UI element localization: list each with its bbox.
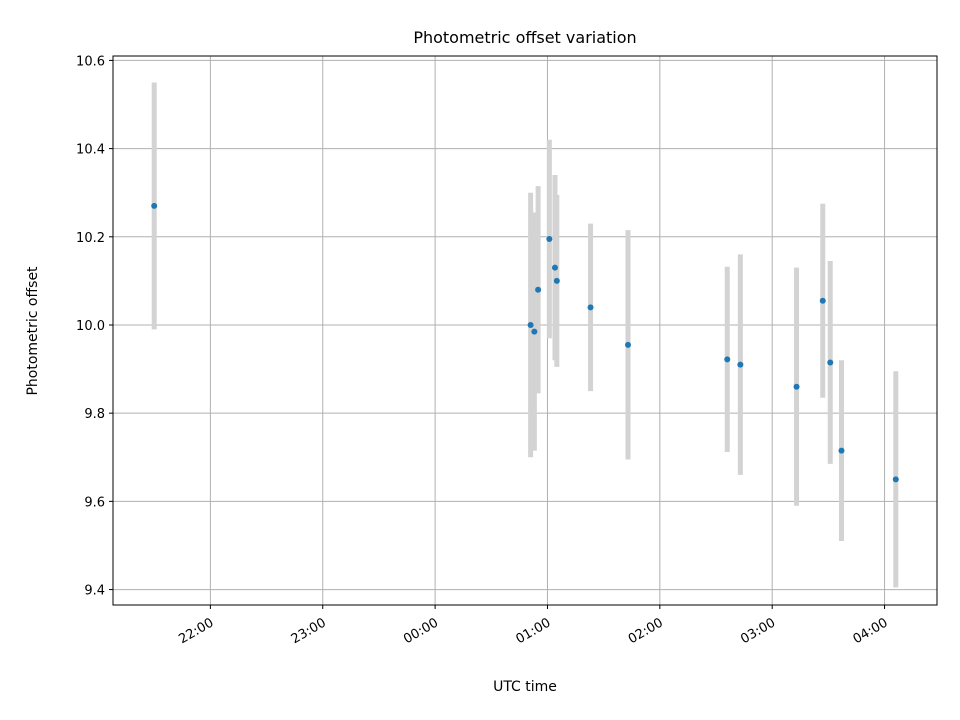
y-tick-label: 10.6 [76,54,105,69]
x-tick-label: 02:00 [626,615,666,647]
data-point [531,328,538,335]
y-tick-label: 10.4 [76,143,105,158]
data-point [793,383,800,390]
data-point [553,277,560,284]
data-point [527,321,534,328]
error-bars [151,82,899,588]
x-tick-label: 23:00 [289,615,329,647]
data-point [838,447,845,454]
y-tick-label: 9.8 [84,407,105,422]
x-tick-label: 01:00 [514,615,554,647]
data-point [625,341,631,348]
y-axis-ticks: 9.4 9.6 9.8 10.0 10.2 10.4 10.6 [76,54,113,599]
x-tick-label: 04:00 [851,615,891,647]
chart-title: Photometric offset variation [413,28,636,47]
data-point [737,361,744,368]
y-tick-label: 10.2 [76,231,105,246]
data-point [551,264,558,271]
y-tick-label: 9.4 [84,584,105,599]
data-point [827,359,834,366]
y-tick-label: 10.0 [76,319,105,334]
data-point [892,476,899,483]
x-axis-ticks: 22:00 23:00 00:00 01:00 02:00 03:00 04:00 [176,605,891,647]
x-axis-label: UTC time [493,679,557,695]
grid [113,56,937,605]
data-point [546,236,553,242]
data-point [151,202,158,209]
x-tick-label: 00:00 [401,615,441,647]
data-point [535,286,542,293]
x-tick-label: 03:00 [738,615,778,647]
y-axis-label: Photometric offset [25,266,41,396]
data-points [151,202,899,483]
data-point [724,356,731,363]
x-tick-label: 22:00 [176,615,216,647]
data-point [587,304,594,311]
plot-frame [112,55,938,606]
y-tick-label: 9.6 [84,495,105,510]
data-point [819,297,826,304]
